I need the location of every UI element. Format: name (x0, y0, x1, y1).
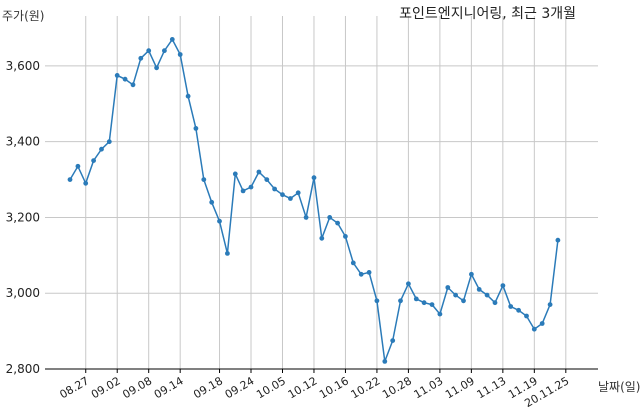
data-point (382, 359, 388, 364)
y-tick-label: 3,400 (6, 135, 40, 149)
data-point (256, 169, 262, 175)
data-point (240, 188, 246, 194)
data-point (201, 177, 207, 183)
chart-title: 포인트엔지니어링, 최근 3개월 (399, 6, 576, 22)
data-point (524, 313, 529, 319)
data-point (547, 302, 553, 307)
y-tick-label: 3,200 (6, 210, 40, 224)
data-point (106, 139, 112, 145)
data-point (335, 220, 340, 226)
x-tick-label: 11.09 (443, 374, 477, 401)
data-point (358, 271, 364, 277)
data-point (122, 76, 128, 82)
x-tick-label: 09.18 (191, 374, 225, 401)
data-point (445, 285, 451, 290)
data-point (146, 48, 152, 54)
data-point (272, 186, 277, 192)
data-point (453, 292, 458, 298)
data-point (169, 37, 175, 42)
data-point (476, 287, 482, 292)
data-point (177, 52, 183, 57)
data-point (500, 283, 506, 288)
data-point (311, 175, 317, 181)
data-point (469, 271, 474, 277)
x-tick-label: 09.14 (152, 374, 186, 401)
data-point (421, 300, 427, 306)
data-point (531, 326, 537, 332)
x-tick-label: 11.03 (412, 374, 446, 401)
data-point (350, 260, 356, 266)
data-point (539, 321, 545, 326)
data-point (319, 235, 325, 241)
data-point (130, 82, 136, 88)
data-point (484, 292, 490, 298)
y-tick-label: 2,800 (6, 362, 40, 376)
data-point (413, 296, 419, 302)
grid (45, 16, 598, 373)
x-tick-label: 08.27 (57, 374, 91, 401)
x-tick-label: 09.24 (223, 374, 257, 401)
data-point (366, 270, 372, 275)
data-point (295, 190, 301, 196)
data-point (91, 158, 96, 164)
x-tick-label: 10.16 (317, 374, 351, 401)
data-point (162, 48, 167, 54)
data-point (398, 298, 403, 304)
data-point (154, 65, 160, 71)
data-point (99, 146, 104, 152)
x-tick-label: 09.08 (120, 374, 154, 401)
data-point (406, 281, 411, 287)
x-axis-label: 날짜(일) (598, 380, 640, 394)
x-tick-label: 10.12 (286, 374, 320, 401)
data-point (83, 180, 89, 186)
data-point (343, 234, 348, 239)
data-point (429, 302, 435, 307)
data-point (492, 300, 498, 306)
data-point (232, 171, 238, 177)
y-tick-labels: 2,800 3,000 3,200 3,400 3,600 (6, 59, 40, 376)
data-point (217, 218, 222, 224)
data-point (390, 338, 396, 343)
data-point (461, 298, 466, 304)
y-axis-label: 주가(원) (2, 9, 44, 23)
x-tick-label: 10.05 (254, 374, 288, 401)
x-tick-label: 10.22 (349, 374, 383, 401)
y-tick-label: 3,000 (6, 286, 40, 300)
data-point (225, 251, 230, 256)
data-point (114, 73, 120, 78)
data-points (67, 37, 561, 364)
y-tick-label: 3,600 (6, 59, 40, 73)
data-point (280, 192, 285, 198)
data-point (264, 177, 270, 183)
data-point (374, 298, 380, 304)
x-tick-label: 11.13 (475, 374, 509, 401)
data-point (67, 177, 73, 183)
data-point (75, 163, 81, 169)
data-point (288, 196, 293, 201)
x-tick-label: 09.02 (89, 374, 123, 401)
data-point (437, 311, 443, 317)
data-point (555, 237, 561, 243)
data-point (516, 307, 521, 313)
data-point (138, 55, 144, 61)
data-point (508, 304, 514, 309)
data-point (303, 215, 309, 220)
data-point (209, 199, 215, 205)
data-point (193, 125, 199, 131)
x-tick-label: 10.28 (380, 374, 414, 401)
data-point (185, 93, 191, 99)
data-point (327, 215, 333, 220)
data-point (248, 184, 254, 190)
